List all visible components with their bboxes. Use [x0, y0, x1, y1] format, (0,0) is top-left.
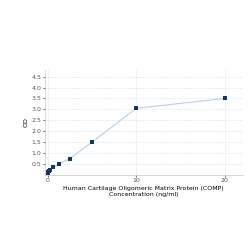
- Point: [223, 96, 227, 100]
- Point: [90, 140, 94, 144]
- Point: [47, 169, 51, 173]
- Point: [134, 106, 138, 110]
- Point: [68, 156, 72, 160]
- Y-axis label: OD: OD: [24, 118, 29, 128]
- Point: [46, 170, 50, 174]
- X-axis label: Human Cartilage Oligomeric Matrix Protein (COMP)
Concentration (ng/ml): Human Cartilage Oligomeric Matrix Protei…: [64, 186, 224, 197]
- Point: [57, 162, 61, 166]
- Point: [46, 171, 50, 175]
- Point: [48, 168, 52, 172]
- Point: [51, 165, 55, 169]
